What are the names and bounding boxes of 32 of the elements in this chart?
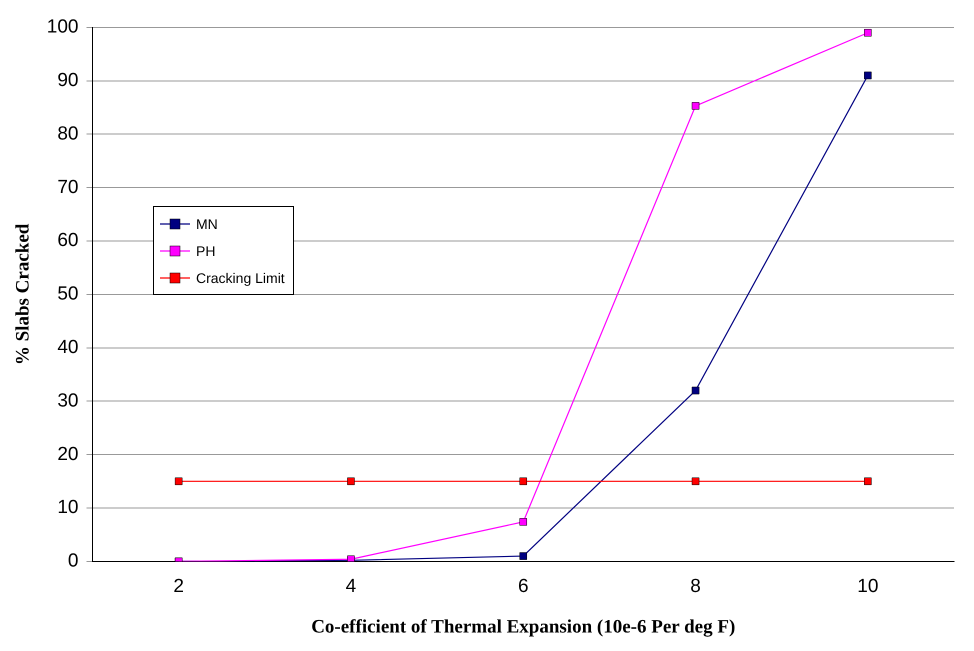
point (692, 102, 700, 110)
point (864, 478, 872, 486)
point (174, 478, 182, 486)
point (519, 518, 528, 526)
y-tick-label: 70 (57, 176, 78, 198)
y-tick-label: 100 (46, 16, 78, 38)
point (519, 478, 528, 486)
y-tick-label: 80 (57, 123, 78, 144)
point (692, 478, 700, 486)
y-tick-label: 50 (57, 284, 78, 305)
x-tick-label: 2 (173, 576, 184, 598)
legend-label: MN (196, 216, 218, 232)
x-axis-title: Co-efficient of Thermal Expansion (10e-6 Per deg F) (311, 616, 736, 638)
point (347, 478, 355, 486)
legend-label: Cracking Limit (196, 270, 285, 286)
y-axis-title: % Slabs Cracked (12, 223, 34, 366)
legend-label: PH (196, 242, 216, 258)
y-tick-label: 90 (57, 70, 78, 92)
point (864, 28, 872, 37)
y-tick-label: 0 (68, 550, 78, 572)
point (692, 386, 700, 394)
x-tick-label: 8 (690, 576, 701, 598)
y-tick-label: 20 (57, 444, 78, 465)
x-tick-label: 4 (346, 576, 357, 598)
y-tick-label: 30 (57, 390, 78, 412)
x-tick-label: 6 (518, 576, 529, 598)
y-tick-label: 10 (57, 497, 78, 518)
y-tick-label: 60 (57, 230, 78, 252)
point (864, 72, 872, 80)
y-tick-label: 40 (57, 337, 78, 358)
x-tick-label: 10 (857, 576, 878, 598)
point (519, 552, 528, 560)
